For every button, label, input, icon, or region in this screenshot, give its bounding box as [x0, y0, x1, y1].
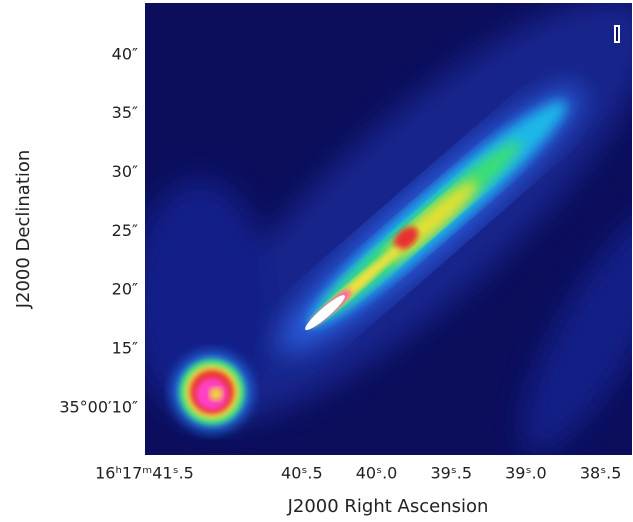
x-tick-label: 40ˢ.5 — [281, 464, 323, 483]
y-tick-label: 30″ — [112, 162, 138, 181]
x-axis-label: J2000 Right Ascension — [287, 496, 489, 517]
y-tick-label: 35″ — [112, 103, 138, 122]
y-tick-label: 25″ — [112, 221, 138, 240]
y-tick-label: 40″ — [112, 44, 138, 63]
x-tick-label: 39ˢ.5 — [430, 464, 472, 483]
radio-image — [145, 3, 632, 455]
x-tick-label: 38ˢ.5 — [580, 464, 622, 483]
x-tick-label: 40ˢ.0 — [356, 464, 398, 483]
y-tick-label: 20″ — [112, 280, 138, 299]
y-tick-label: 15″ — [112, 339, 138, 358]
y-tick-label: 35°00′10″ — [59, 397, 138, 416]
x-tick-label: 39ˢ.0 — [505, 464, 547, 483]
x-tick-label: 16ʰ17ᵐ41ˢ.5 — [95, 464, 194, 483]
y-axis-label: J2000 Declination — [13, 150, 34, 310]
